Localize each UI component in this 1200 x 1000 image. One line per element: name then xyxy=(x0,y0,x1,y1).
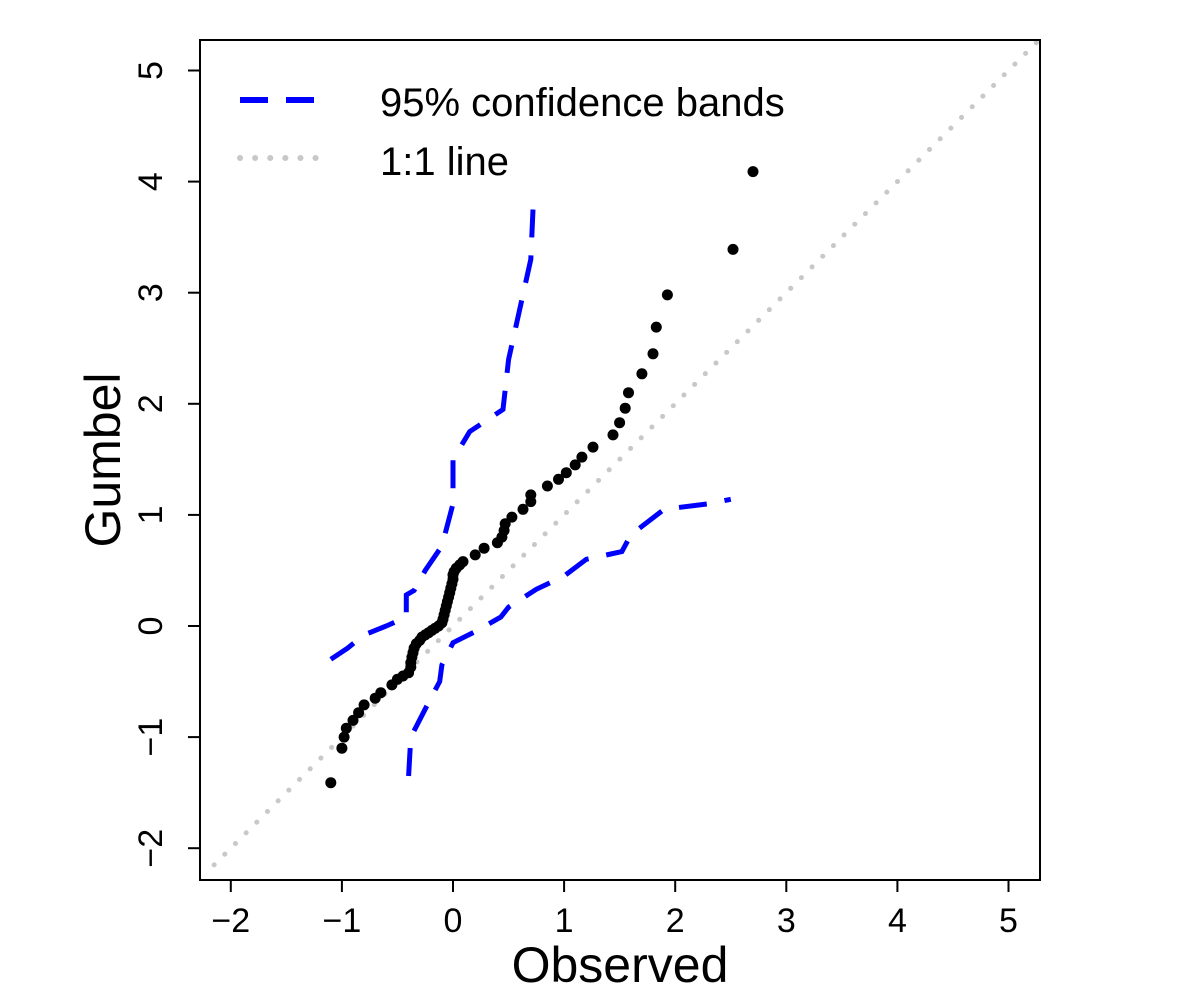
y-tick-label: 0 xyxy=(132,617,170,636)
data-point xyxy=(499,518,511,530)
one-to-one-line xyxy=(211,40,1039,868)
x-tick-label: 1 xyxy=(555,902,574,940)
x-tick-label: −1 xyxy=(323,902,362,940)
lower-confidence-band xyxy=(406,496,732,777)
data-point xyxy=(650,321,662,333)
x-tick-label: −2 xyxy=(211,902,250,940)
data-point xyxy=(375,687,387,699)
points-layer xyxy=(325,166,759,789)
data-point xyxy=(347,714,359,726)
data-point xyxy=(727,243,739,255)
data-point xyxy=(340,722,352,734)
data-point xyxy=(338,731,350,743)
y-tick-label: 3 xyxy=(132,283,170,302)
x-axis: −2 −1 0 1 2 3 4 5 xyxy=(211,879,1018,940)
data-point xyxy=(619,402,631,414)
x-axis-title: Observed xyxy=(512,937,729,993)
y-tick-label: 1 xyxy=(132,505,170,524)
upper-confidence-band xyxy=(329,209,536,662)
data-point xyxy=(576,451,588,463)
data-point xyxy=(325,777,337,789)
y-tick-label: 5 xyxy=(132,61,170,80)
data-point xyxy=(636,368,648,380)
data-point xyxy=(587,441,599,453)
x-tick-label: 3 xyxy=(777,902,796,940)
y-axis: −2 −1 0 1 2 3 4 5 xyxy=(132,61,201,868)
data-point xyxy=(336,742,348,754)
data-point xyxy=(623,387,634,399)
x-tick-label: 0 xyxy=(444,902,463,940)
data-point xyxy=(478,542,490,554)
x-tick-label: 4 xyxy=(888,902,907,940)
y-tick-label: −1 xyxy=(132,718,170,757)
data-point xyxy=(525,489,537,501)
x-tick-label: 5 xyxy=(999,902,1018,940)
data-point xyxy=(358,699,370,711)
legend-label-confidence-bands: 95% confidence bands xyxy=(380,81,785,125)
x-tick-label: 2 xyxy=(666,902,685,940)
data-point xyxy=(541,480,553,492)
data-point xyxy=(614,417,626,429)
data-point xyxy=(517,503,529,515)
data-point xyxy=(560,467,572,479)
legend-label-1to1-line: 1:1 line xyxy=(380,140,509,184)
data-point xyxy=(661,289,673,301)
series-layer xyxy=(211,40,1039,868)
data-point xyxy=(607,429,619,441)
data-point xyxy=(353,707,365,719)
data-point xyxy=(553,473,564,485)
y-axis-title: Gumbel xyxy=(75,372,131,547)
data-point xyxy=(506,511,518,523)
data-point xyxy=(457,556,469,568)
data-point xyxy=(469,549,481,561)
data-point xyxy=(747,166,759,178)
data-point xyxy=(569,459,581,471)
data-point xyxy=(647,348,659,360)
legend: 95% confidence bands 1:1 line xyxy=(237,81,785,184)
y-tick-label: 4 xyxy=(132,172,170,191)
y-tick-label: −2 xyxy=(132,829,170,868)
y-tick-label: 2 xyxy=(132,394,170,413)
